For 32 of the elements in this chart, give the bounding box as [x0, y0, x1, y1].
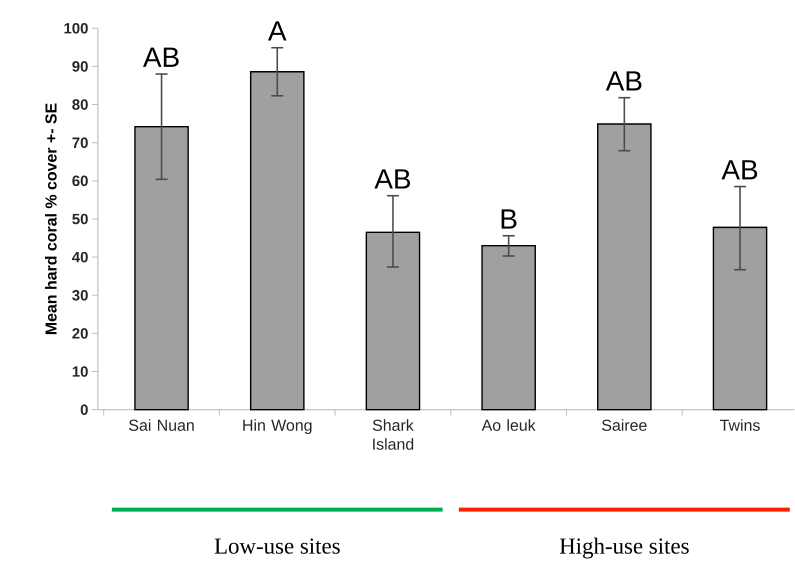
text: High-use sites [560, 538, 689, 559]
annotation: AB [606, 72, 642, 91]
bar [481, 245, 536, 411]
y-tick-label: 80 [72, 99, 88, 110]
y-tick-label: 0 [80, 404, 88, 416]
y-tick-label: 60 [72, 176, 88, 186]
y-tick-label: 70 [72, 138, 88, 148]
y-tick-label: 40 [72, 252, 88, 263]
bar [712, 226, 768, 411]
y-tick-label: 20 [72, 328, 88, 339]
annotation: AB [143, 48, 179, 68]
bar [597, 124, 652, 411]
y-axis-title: Mean hard coral % cover +- SE [44, 104, 57, 334]
bar [250, 71, 305, 411]
text: Low-use sites [214, 538, 340, 554]
x-tick-label: Sairee [602, 419, 647, 432]
annotation: AB [721, 160, 758, 180]
y-tick-label: 30 [72, 290, 88, 301]
x-tick-label: Ao leuk [482, 419, 536, 432]
bar [134, 126, 189, 411]
x-tick-label: Shark Island [372, 419, 414, 450]
x-tick-label: Sai Nuan [129, 419, 194, 432]
annotation: AB [374, 170, 410, 189]
y-tick-label: 10 [72, 366, 88, 378]
bar [366, 232, 420, 411]
y-tick-label: 100 [64, 23, 88, 34]
x-tick-label: Twins [720, 419, 760, 432]
x-tick-label: Hin Wong [243, 419, 312, 434]
y-tick-label: 50 [72, 214, 88, 224]
annotation: A [268, 22, 286, 41]
y-tick-label: 90 [72, 61, 88, 72]
annotation: B [502, 210, 516, 229]
